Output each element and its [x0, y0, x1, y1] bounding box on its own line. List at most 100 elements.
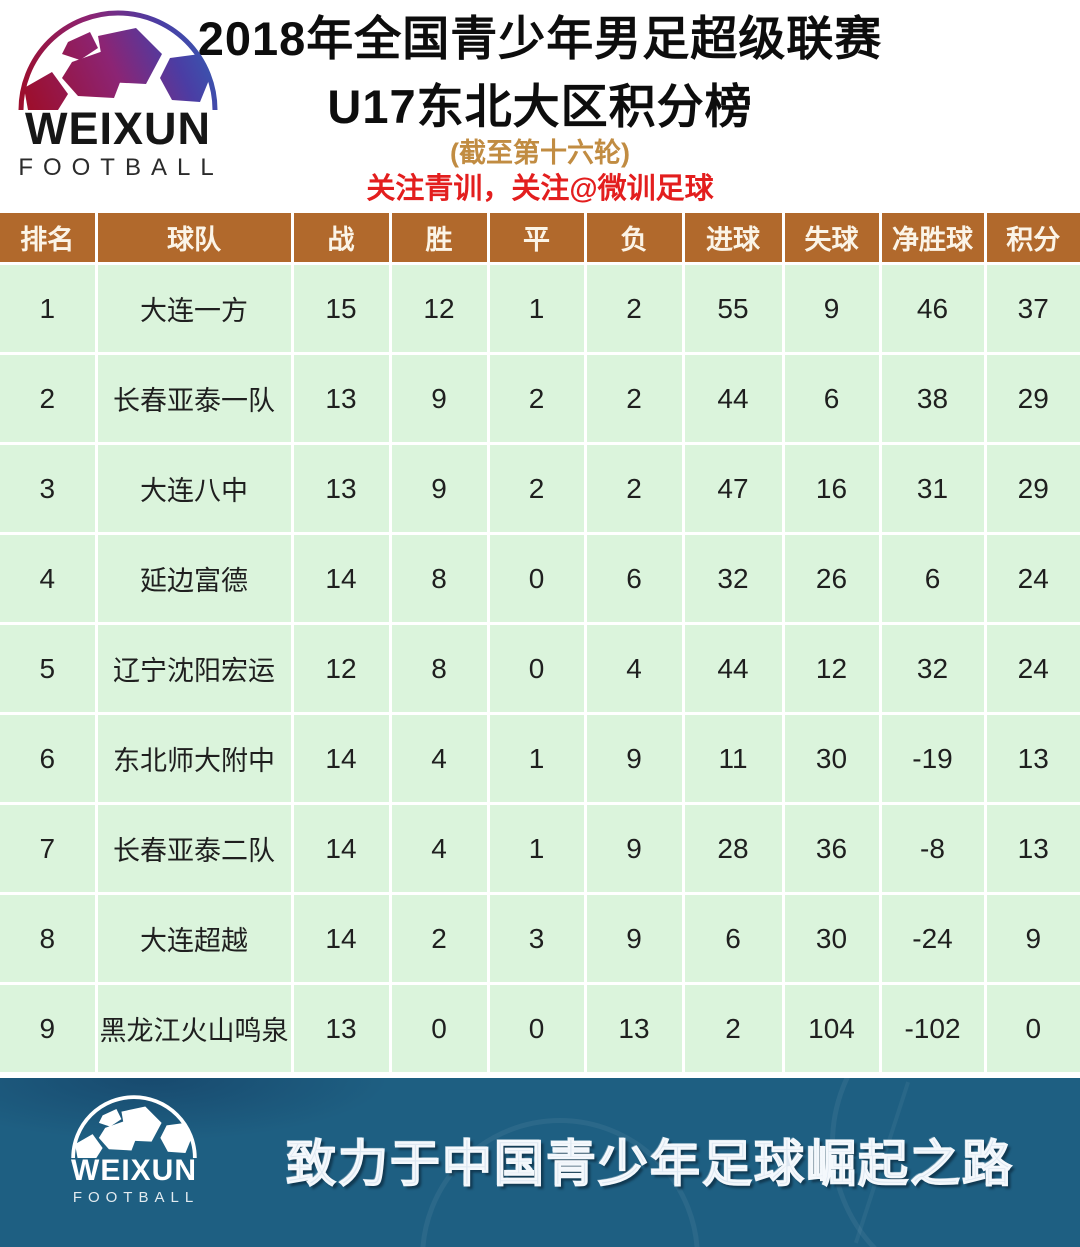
stat-cell: 13 — [585, 983, 685, 1072]
weixun-logo-footer: WEIXUN FOOTBALL — [62, 1094, 206, 1205]
stat-cell: 0 — [488, 983, 587, 1072]
stat-cell: 9 — [783, 263, 882, 355]
standings-body: 1 大连一方 15 12 1 2 55 9 46 37 2 长春亚泰一队 13 9 2 2 44 6 38 29 3 大连… — [0, 263, 1080, 1072]
column-header-0: 排名 — [0, 213, 98, 265]
stat-cell: 28 — [683, 803, 785, 895]
stat-cell: 12 — [783, 623, 882, 715]
stat-cell: 1 — [488, 713, 587, 805]
stat-cell: 0 — [390, 983, 490, 1072]
weixun-logo: WEIXUN FOOTBALL — [12, 8, 224, 180]
stat-cell: 13 — [292, 353, 392, 445]
stat-cell: 0 — [488, 533, 587, 625]
stat-cell: 9 — [0, 983, 98, 1072]
stat-cell: 3 — [488, 893, 587, 985]
table-row: 6 东北师大附中 14 4 1 9 11 30 -19 13 — [0, 713, 1080, 805]
stat-cell: 1 — [488, 263, 587, 355]
stat-cell: 30 — [783, 713, 882, 805]
column-header-8: 净胜球 — [880, 213, 987, 265]
soccer-ball-icon — [71, 1095, 197, 1158]
stat-cell: -102 — [880, 983, 987, 1072]
stat-cell: 32 — [880, 623, 987, 715]
stat-cell: 6 — [783, 353, 882, 445]
stat-cell: 1 — [0, 263, 98, 355]
soccer-ball-icon — [18, 10, 218, 110]
team-name-cell: 黑龙江火山鸣泉 — [96, 983, 294, 1072]
stat-cell: -8 — [880, 803, 987, 895]
table-row: 7 长春亚泰二队 14 4 1 9 28 36 -8 13 — [0, 803, 1080, 895]
follow-tagline: 关注青训，关注@微训足球 — [366, 173, 714, 206]
stat-cell: 55 — [683, 263, 785, 355]
stat-cell: 6 — [683, 893, 785, 985]
stat-cell: 29 — [985, 443, 1080, 535]
stat-cell: 8 — [0, 893, 98, 985]
stat-cell: 15 — [292, 263, 392, 355]
column-header-9: 积分 — [985, 213, 1080, 265]
stat-cell: 14 — [292, 893, 392, 985]
stat-cell: 32 — [683, 533, 785, 625]
column-header-7: 失球 — [783, 213, 882, 265]
team-name-cell: 东北师大附中 — [96, 713, 294, 805]
stat-cell: 30 — [783, 893, 882, 985]
stat-cell: 24 — [985, 533, 1080, 625]
table-row: 1 大连一方 15 12 1 2 55 9 46 37 — [0, 263, 1080, 355]
logo-wordmark: WEIXUN — [25, 103, 211, 154]
stat-cell: 2 — [585, 443, 685, 535]
stat-cell: 29 — [985, 353, 1080, 445]
stat-cell: 1 — [488, 803, 587, 895]
stat-cell: 13 — [292, 443, 392, 535]
stat-cell: 46 — [880, 263, 987, 355]
team-name-cell: 大连八中 — [96, 443, 294, 535]
stat-cell: 37 — [985, 263, 1080, 355]
team-name-cell: 大连一方 — [96, 263, 294, 355]
stat-cell: 2 — [585, 263, 685, 355]
table-header-row: 排名 球队战胜平负进球 失球 净胜球 积分 — [0, 213, 1080, 265]
team-name-cell: 延边富德 — [96, 533, 294, 625]
stat-cell: 6 — [585, 533, 685, 625]
stat-cell: 9 — [585, 803, 685, 895]
logo-wordmark-footer: WEIXUN — [71, 1154, 197, 1187]
page-title-line2: U17东北大区积分榜 — [327, 80, 753, 134]
logo-subtext-footer: FOOTBALL — [72, 1189, 200, 1206]
masthead: 2018年全国青少年男足超级联赛 U17东北大区积分榜 (截至第十六轮) 关注青… — [0, 0, 1080, 213]
table-row: 8 大连超越 14 2 3 9 6 30 -24 9 — [0, 893, 1080, 985]
stat-cell: 0 — [985, 983, 1080, 1072]
stat-cell: 3 — [0, 443, 98, 535]
stat-cell: 12 — [292, 623, 392, 715]
title-block: 2018年全国青少年男足超级联赛 U17东北大区积分榜 (截至第十六轮) 关注青… — [0, 0, 1080, 206]
stat-cell: 16 — [783, 443, 882, 535]
stat-cell: 6 — [0, 713, 98, 805]
column-header-3: 胜 — [390, 213, 490, 265]
stat-cell: 2 — [488, 353, 587, 445]
stat-cell: 0 — [488, 623, 587, 715]
stat-cell: 12 — [390, 263, 490, 355]
stat-cell: 7 — [0, 803, 98, 895]
stat-cell: 2 — [488, 443, 587, 535]
stat-cell: 24 — [985, 623, 1080, 715]
round-note: (截至第十六轮) — [450, 137, 630, 168]
page-title-line1: 2018年全国青少年男足超级联赛 — [197, 12, 883, 65]
stat-cell: 47 — [683, 443, 785, 535]
stat-cell: 14 — [292, 713, 392, 805]
stat-cell: -24 — [880, 893, 987, 985]
stat-cell: 9 — [390, 443, 490, 535]
stat-cell: 14 — [292, 803, 392, 895]
stat-cell: 13 — [985, 713, 1080, 805]
table-row: 3 大连八中 13 9 2 2 47 16 31 29 — [0, 443, 1080, 535]
stat-cell: 9 — [985, 893, 1080, 985]
team-name-cell: 大连超越 — [96, 893, 294, 985]
stat-cell: 2 — [390, 893, 490, 985]
stat-cell: 13 — [292, 983, 392, 1072]
team-name-cell: 长春亚泰一队 — [96, 353, 294, 445]
stat-cell: 104 — [783, 983, 882, 1072]
stat-cell: 36 — [783, 803, 882, 895]
table-row: 2 长春亚泰一队 13 9 2 2 44 6 38 29 — [0, 353, 1080, 445]
column-header-5: 负 — [585, 213, 685, 265]
stat-cell: 2 — [0, 353, 98, 445]
stat-cell: 2 — [585, 353, 685, 445]
team-name-cell: 辽宁沈阳宏运 — [96, 623, 294, 715]
stat-cell: 9 — [585, 713, 685, 805]
stat-cell: 4 — [585, 623, 685, 715]
stat-cell: 4 — [0, 533, 98, 625]
stat-cell: 8 — [390, 623, 490, 715]
